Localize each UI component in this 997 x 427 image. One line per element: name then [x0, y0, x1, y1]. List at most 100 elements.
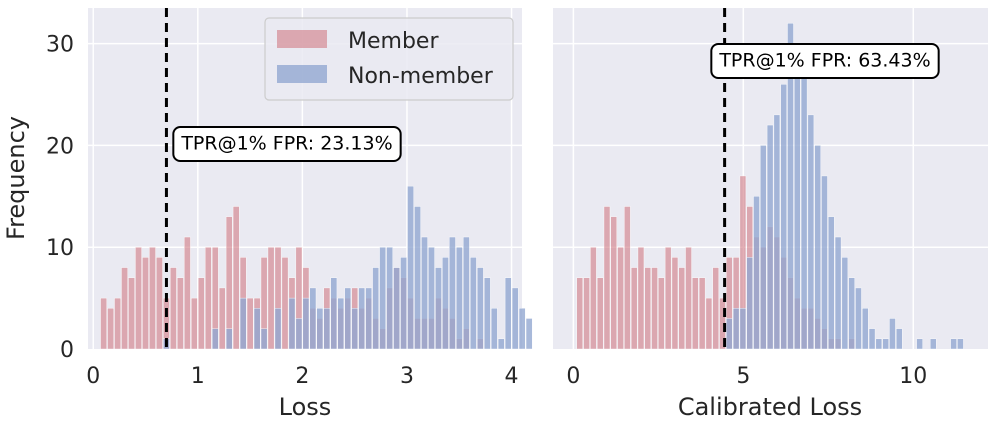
right-x-tick-labels: 0 5 10 [566, 364, 927, 389]
left-x-tick-labels: 0 1 2 3 4 [86, 364, 518, 389]
bar-member [698, 277, 706, 350]
bar-member [658, 277, 665, 350]
bar-non-member [950, 338, 957, 350]
bar-non-member [442, 257, 449, 350]
bar-non-member [766, 124, 774, 350]
bar-non-member [372, 267, 379, 350]
bar-non-member [525, 318, 533, 350]
x-tick-label: 4 [505, 364, 519, 389]
bar-non-member [421, 236, 428, 350]
bar-member [651, 267, 658, 350]
bar-non-member [896, 328, 903, 350]
bar-non-member [477, 267, 484, 350]
bar-non-member [379, 247, 386, 350]
bar-non-member [739, 308, 747, 350]
bar-non-member [732, 308, 740, 350]
bar-non-member [323, 308, 331, 350]
bar-non-member [504, 277, 512, 350]
bar-non-member [753, 196, 760, 350]
bar-member [191, 297, 198, 350]
bar-non-member [288, 297, 296, 350]
bar-non-member [365, 287, 372, 350]
bar-non-member [862, 308, 869, 350]
bar-member [590, 247, 597, 350]
bar-member [281, 257, 289, 350]
bar-non-member [957, 338, 964, 350]
bar-member [121, 267, 128, 350]
bar-non-member [344, 287, 352, 350]
bar-member [114, 297, 121, 350]
bar-member [576, 277, 583, 350]
bar-member [246, 297, 254, 350]
bar-member [107, 308, 114, 350]
bar-non-member [351, 308, 359, 350]
bar-non-member [337, 297, 345, 350]
right-bars [576, 23, 964, 350]
legend: Member Non-member [264, 17, 514, 101]
bar-non-member [848, 277, 855, 350]
bar-non-member [302, 297, 310, 350]
bar-member [630, 267, 638, 350]
x-tick-label: 5 [736, 364, 750, 389]
x-tick-label: 3 [400, 364, 414, 389]
bar-non-member [211, 328, 219, 350]
bar-member [596, 277, 604, 350]
bar-member [232, 206, 240, 350]
y-axis-label: Frequency [2, 116, 30, 240]
bar-non-member [916, 338, 923, 350]
bar-non-member [400, 257, 407, 350]
x-tick-label: 1 [191, 364, 205, 389]
right-panel: TPR@1% FPR: 63.43% 0 5 10 Calibrated Loss [553, 8, 988, 421]
left-annotation-text: TPR@1% FPR: 23.13% [180, 133, 392, 155]
bar-non-member [393, 267, 400, 350]
x-tick-label: 10 [899, 364, 927, 389]
right-x-axis-label: Calibrated Loss [678, 393, 862, 421]
bar-non-member [930, 338, 937, 350]
left-annotation: TPR@1% FPR: 23.13% [172, 126, 402, 162]
bar-member [678, 267, 685, 350]
bar-non-member [814, 145, 821, 350]
bar-member [218, 287, 226, 350]
bar-non-member [490, 308, 498, 350]
bar-member [637, 247, 645, 350]
bar-member [617, 247, 624, 350]
bar-non-member [497, 338, 505, 350]
bar-member [712, 267, 719, 350]
bar-member [170, 267, 177, 350]
bar-member [644, 267, 651, 350]
bar-non-member [428, 247, 435, 350]
bar-non-member [875, 338, 883, 350]
bar-non-member [834, 236, 842, 350]
bar-non-member [316, 308, 324, 350]
bar-non-member [449, 236, 456, 350]
bar-non-member [470, 257, 477, 350]
bar-member [100, 297, 107, 350]
bar-member [204, 247, 212, 350]
bar-member [198, 277, 205, 350]
y-tick-label: 30 [46, 33, 74, 58]
bar-non-member [483, 277, 491, 350]
y-tick-label: 0 [60, 338, 74, 363]
bar-non-member [274, 308, 282, 350]
bar-non-member [821, 175, 828, 350]
bar-non-member [889, 318, 896, 350]
bar-member [664, 247, 672, 350]
bar-non-member [773, 114, 781, 350]
bar-member [267, 247, 275, 350]
bar-non-member [760, 145, 767, 350]
bar-member [142, 257, 149, 350]
bar-member [624, 206, 631, 350]
bar-member [149, 247, 156, 350]
bar-non-member [260, 328, 268, 350]
bar-member [128, 277, 135, 350]
bar-non-member [841, 257, 849, 350]
legend-label-member: Member [348, 29, 439, 54]
bar-member [135, 247, 142, 350]
x-tick-label: 2 [295, 364, 309, 389]
bar-non-member [253, 308, 261, 350]
x-tick-label: 0 [566, 364, 580, 389]
bar-non-member [239, 297, 247, 350]
bar-member [583, 277, 590, 350]
bar-non-member [358, 287, 366, 350]
